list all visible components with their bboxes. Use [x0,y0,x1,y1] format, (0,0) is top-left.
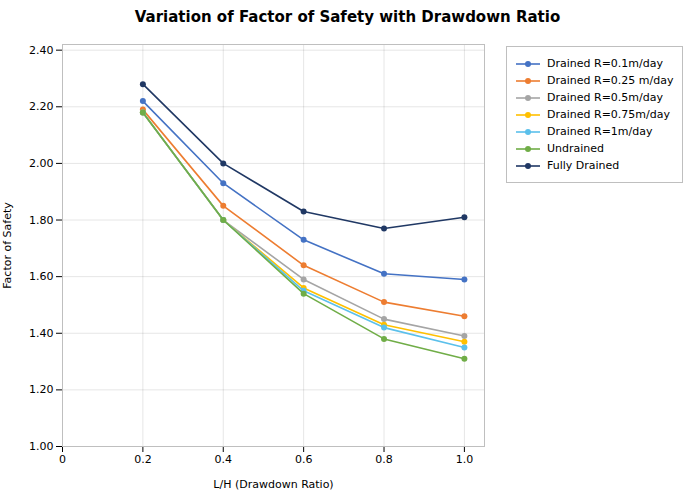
svg-text:Factor of Safety: Factor of Safety [1,202,14,289]
html-text:Fully Drained: Fully Drained [547,159,620,172]
svg-text:1.20: 1.20 [29,383,54,396]
html-text:Drained R=0.1m/day: Drained R=0.1m/day [547,57,663,70]
svg-text:2.20: 2.20 [29,100,54,113]
svg-text:1.00: 1.00 [29,440,54,453]
svg-text:1.40: 1.40 [29,327,54,340]
html-text:Undrained: Undrained [547,142,604,155]
svg-text:2.40: 2.40 [29,44,54,57]
html-text:Drained R=0.75m/day: Drained R=0.75m/day [547,108,670,121]
html-text:Drained R=1m/day: Drained R=1m/day [547,125,653,138]
html-text:Drained R=0.25 m/day: Drained R=0.25 m/day [547,74,674,87]
svg-text:0.6: 0.6 [295,453,313,466]
html-text:Drained R=0.5m/day: Drained R=0.5m/day [547,91,663,104]
svg-text:0.4: 0.4 [215,453,233,466]
svg-text:1.80: 1.80 [29,214,54,227]
svg-text:0.8: 0.8 [375,453,393,466]
svg-text:1.0: 1.0 [456,453,474,466]
html-text:Variation of Factor of Safety: Variation of Factor of Safety with Drawd… [134,8,561,26]
svg-text:0.2: 0.2 [134,453,152,466]
svg-text:0: 0 [59,453,66,466]
svg-text:2.00: 2.00 [29,157,54,170]
svg-text:1.60: 1.60 [29,270,54,283]
svg-text:L/H (Drawdown Ratio): L/H (Drawdown Ratio) [213,478,333,491]
